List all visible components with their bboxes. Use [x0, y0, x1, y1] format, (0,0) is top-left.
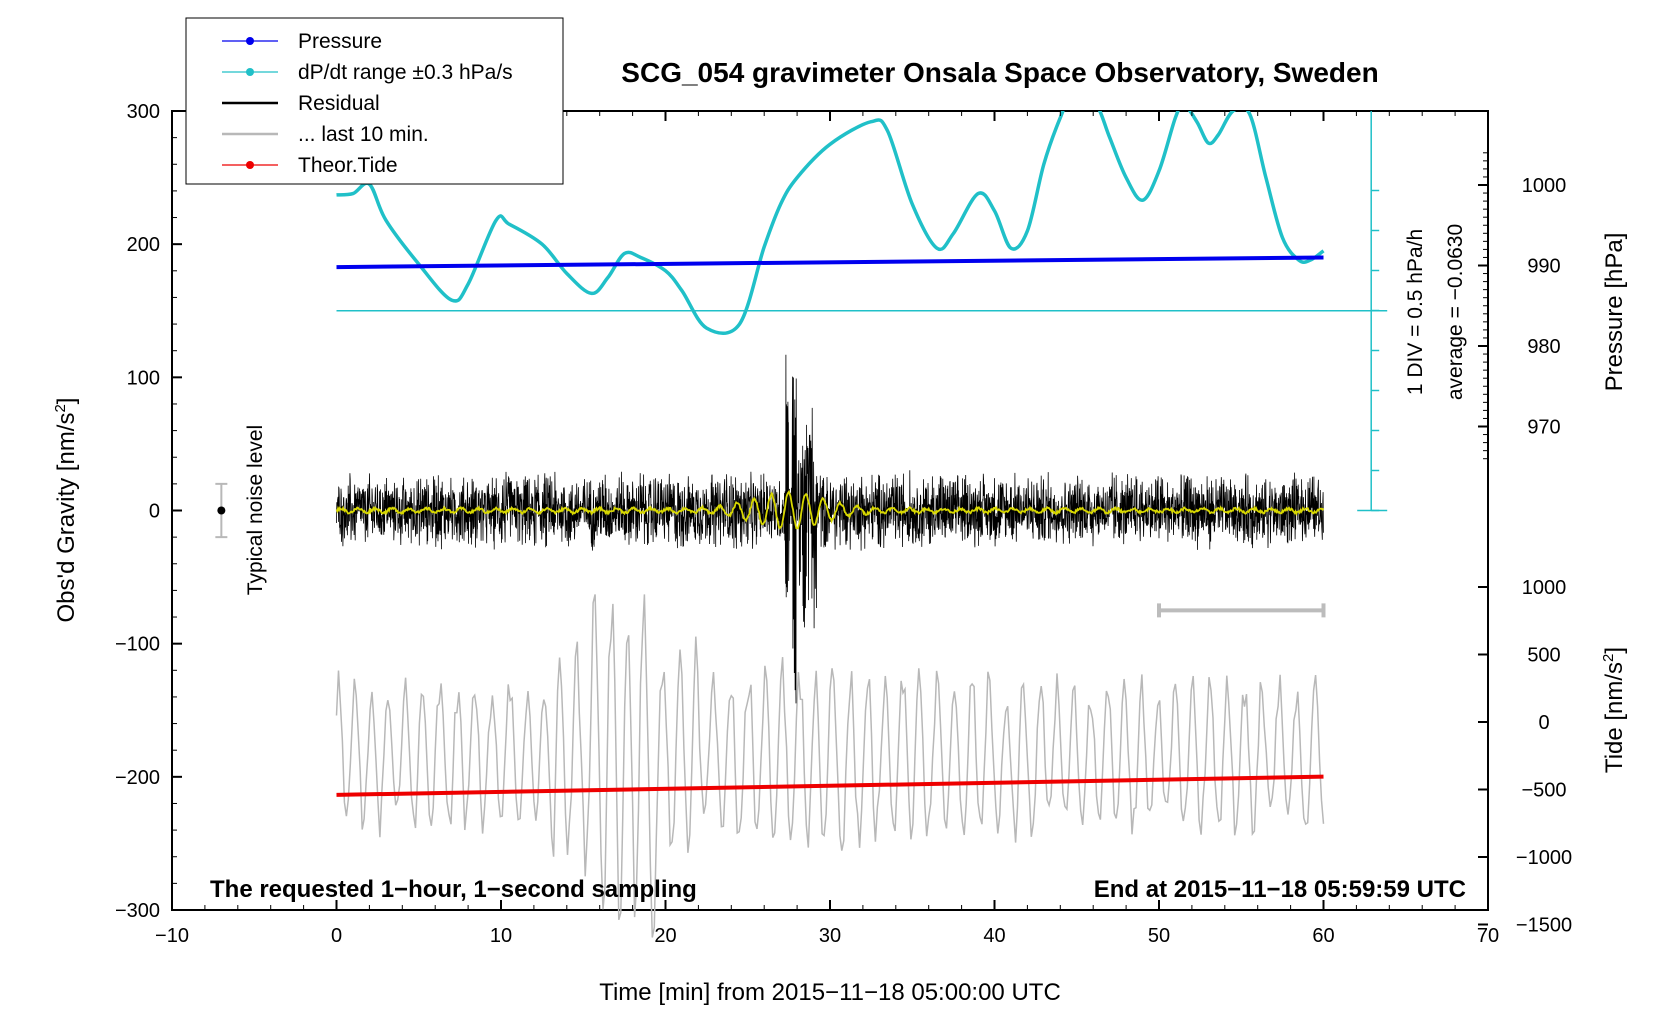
pressure-tick-label: 990: [1527, 256, 1560, 278]
x-tick-label: 40: [983, 925, 1005, 947]
pressure-tick-label: 970: [1527, 417, 1560, 439]
tide-tick-label: 500: [1527, 645, 1560, 667]
tide-tick-label: −1000: [1516, 847, 1572, 869]
dpdt-line: [336, 111, 1325, 335]
noise-bar-point: [217, 506, 226, 515]
x-tick-label: 70: [1477, 925, 1499, 947]
pressure-axis-ticks: 970 980 990 1000: [1478, 152, 1567, 460]
residual-filtered-line: [335, 489, 1325, 530]
chart-title: SCG_054 gravimeter Onsala Space Observat…: [621, 57, 1378, 88]
gravity-axis-label-end: ]: [53, 398, 80, 405]
pressure-line: [336, 255, 1324, 270]
tide-line: [336, 774, 1324, 797]
footer-right-label: End at 2015−11−18 05:59:59 UTC: [1094, 876, 1466, 903]
gravity-tick-label: 100: [127, 367, 160, 389]
dpdt-series: [336, 111, 1325, 335]
tide-axis-label-end: ]: [1601, 647, 1628, 654]
x-tick-label: 60: [1312, 925, 1334, 947]
legend-label: dP/dt range ±0.3 hPa/s: [298, 61, 513, 84]
x-tick-label: 10: [490, 925, 512, 947]
legend-label: Theor.Tide: [298, 154, 398, 177]
x-tick-label: −10: [155, 925, 189, 947]
x-tick-label: 50: [1148, 925, 1170, 947]
last-10-min-series: [335, 594, 1325, 938]
noise-level-bar: [215, 482, 228, 539]
tide-series: [336, 774, 1324, 797]
last-10-min-line: [335, 594, 1325, 938]
x-axis-label: Time [min] from 2015−11−18 05:00:00 UTC: [599, 979, 1061, 1006]
tide-tick-label: 1000: [1522, 577, 1567, 599]
gravity-tick-label: −200: [115, 767, 160, 789]
gravity-tick-label: 300: [127, 101, 160, 123]
gravity-tick-label: 0: [149, 501, 160, 523]
pressure-tick-label: 980: [1527, 336, 1560, 358]
tide-axis-label-text: Tide [nm/s: [1601, 662, 1628, 773]
x-tick-label: 20: [654, 925, 676, 947]
gravity-axis-label-sup: 2: [52, 404, 69, 412]
tide-tick-label: 0: [1538, 712, 1549, 734]
legend-marker: [246, 37, 254, 45]
gravity-axis-label-text: Obs'd Gravity [nm/s: [53, 413, 80, 623]
x-axis-ticks: −10 0 10 20 30 40 50 60 70: [155, 111, 1499, 947]
gravity-tick-label: −300: [115, 900, 160, 922]
gravity-tick-label: −100: [115, 634, 160, 656]
legend-label: Residual: [298, 92, 380, 115]
time-scale-bar: [1157, 603, 1326, 618]
legend-marker: [246, 68, 254, 76]
pressure-series: [336, 255, 1324, 270]
gravity-tick-label: 200: [127, 234, 160, 256]
tide-axis-ticks: −1500 −1000 −500 0 500 1000: [1478, 577, 1572, 937]
legend-box: [185, 17, 564, 185]
x-tick-label: 0: [331, 925, 342, 947]
pressure-tick-label: 1000: [1522, 175, 1567, 197]
tide-axis-label-sup: 2: [1600, 654, 1617, 662]
pressure-axis-label: Pressure [hPa]: [1601, 233, 1628, 392]
average-label: average = −0.0630: [1444, 224, 1467, 400]
gravity-axis-label: Obs'd Gravity [nm/s2]: [52, 398, 80, 623]
legend-marker: [246, 161, 254, 169]
footer-left-label: The requested 1−hour, 1−second sampling: [210, 876, 697, 903]
legend-label: ... last 10 min.: [298, 123, 429, 146]
gravity-axis-ticks: −300 −200 −100 0 100 200 300: [115, 101, 182, 922]
legend-label: Pressure: [298, 30, 382, 53]
tide-tick-label: −500: [1521, 780, 1566, 802]
div-scale-label: 1 DIV = 0.5 hPa/h: [1404, 229, 1427, 395]
legend: Pressure dP/dt range ±0.3 hPa/s Residual..…: [185, 17, 564, 185]
x-tick-label: 30: [819, 925, 841, 947]
tide-tick-label: −1500: [1516, 915, 1572, 937]
residual-filtered-series: [335, 489, 1325, 530]
tide-axis-label: Tide [nm/s2]: [1600, 647, 1628, 773]
noise-level-label: Typical noise level: [244, 425, 267, 595]
